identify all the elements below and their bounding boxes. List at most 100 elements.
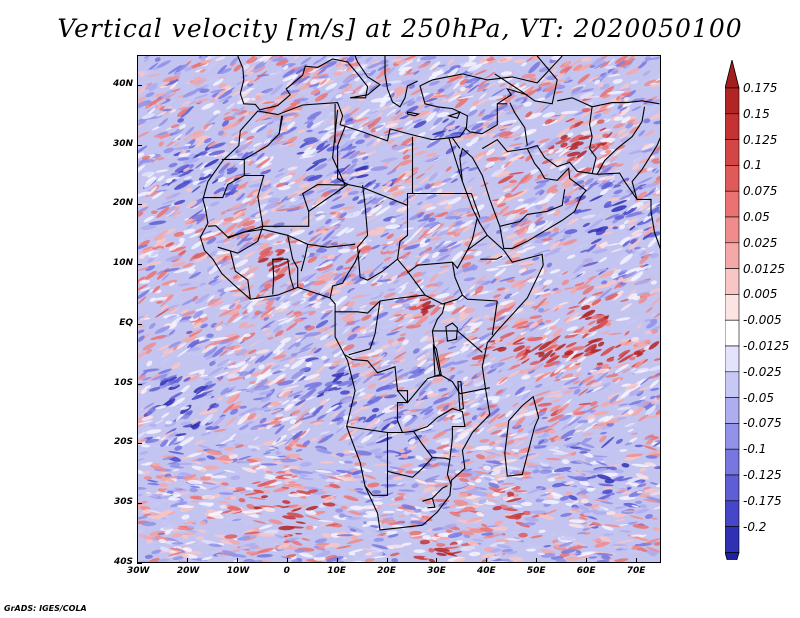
field-streak — [372, 396, 381, 403]
field-streak — [223, 446, 235, 451]
field-streak — [386, 233, 394, 240]
field-streak — [252, 413, 261, 422]
field-streak — [459, 219, 474, 230]
field-streak — [358, 81, 372, 95]
field-streak — [473, 380, 485, 387]
field-streak — [391, 340, 399, 346]
field-streak — [427, 482, 436, 485]
field-streak — [390, 432, 399, 437]
field-streak — [583, 511, 596, 517]
field-streak — [474, 389, 489, 395]
field-streak — [279, 355, 297, 362]
field-streak — [547, 414, 565, 423]
field-streak — [476, 407, 491, 418]
field-streak — [594, 155, 610, 166]
field-streak — [486, 267, 499, 272]
field-streak — [320, 307, 334, 320]
field-streak — [297, 355, 314, 359]
field-streak — [542, 509, 558, 516]
field-streak — [330, 411, 340, 418]
field-streak — [612, 226, 619, 230]
field-streak — [307, 383, 323, 391]
field-streak — [377, 389, 391, 394]
field-streak — [466, 142, 473, 147]
field-streak — [239, 340, 245, 344]
field-streak — [157, 344, 171, 351]
field-streak — [308, 230, 314, 235]
field-streak — [557, 241, 566, 247]
field-streak — [266, 134, 273, 138]
field-streak — [144, 554, 153, 559]
field-streak — [612, 78, 623, 84]
field-streak — [643, 107, 655, 119]
field-streak — [451, 304, 466, 315]
field-streak — [151, 462, 161, 467]
field-streak — [287, 121, 296, 130]
field-streak — [195, 137, 208, 148]
field-streak — [419, 405, 433, 415]
field-streak — [336, 265, 344, 271]
field-streak — [145, 261, 163, 266]
field-streak — [382, 242, 397, 253]
field-streak — [242, 237, 253, 242]
field-streak — [189, 485, 201, 488]
field-streak — [282, 69, 296, 78]
field-streak — [602, 280, 617, 287]
velocity-field-map — [138, 56, 660, 562]
field-streak — [476, 454, 486, 460]
field-streak — [240, 233, 250, 242]
field-streak — [441, 177, 452, 184]
field-streak — [233, 559, 240, 562]
field-streak — [424, 408, 434, 416]
field-streak — [447, 240, 464, 248]
field-streak — [205, 123, 213, 132]
field-streak — [405, 470, 416, 474]
field-streak — [228, 433, 237, 441]
field-streak — [283, 465, 290, 468]
field-streak — [544, 137, 560, 149]
field-streak — [495, 104, 509, 112]
field-streak — [645, 441, 653, 445]
field-streak — [616, 523, 630, 527]
field-streak — [161, 279, 178, 286]
field-streak — [564, 229, 578, 235]
field-streak — [177, 157, 190, 161]
field-streak — [195, 385, 208, 395]
field-streak — [429, 61, 441, 71]
field-streak — [432, 429, 448, 439]
field-streak — [355, 450, 372, 456]
field-streak — [538, 352, 545, 358]
field-streak — [419, 203, 433, 210]
field-streak — [153, 499, 170, 505]
field-streak — [481, 113, 494, 121]
field-streak — [140, 287, 151, 292]
field-streak — [218, 97, 229, 103]
field-streak — [170, 382, 180, 388]
field-streak — [394, 202, 410, 207]
field-streak — [262, 467, 270, 472]
field-streak — [243, 536, 257, 542]
field-streak — [330, 341, 345, 348]
field-streak — [161, 273, 170, 281]
field-streak — [619, 106, 628, 111]
field-streak — [223, 469, 236, 473]
field-streak — [338, 248, 351, 253]
field-streak — [181, 100, 191, 106]
field-streak — [161, 199, 176, 206]
field-streak — [347, 380, 357, 387]
field-streak — [508, 451, 520, 458]
field-streak — [426, 152, 438, 157]
field-streak — [178, 560, 190, 562]
field-streak — [423, 228, 430, 234]
field-streak — [266, 250, 274, 257]
field-streak — [527, 277, 543, 283]
field-streak — [586, 231, 596, 237]
field-streak — [273, 440, 288, 447]
field-streak — [266, 261, 274, 267]
field-streak — [502, 513, 514, 516]
field-streak — [138, 100, 151, 109]
field-streak — [627, 409, 634, 415]
field-streak — [486, 148, 495, 156]
field-streak — [168, 432, 179, 438]
field-streak — [287, 537, 300, 541]
